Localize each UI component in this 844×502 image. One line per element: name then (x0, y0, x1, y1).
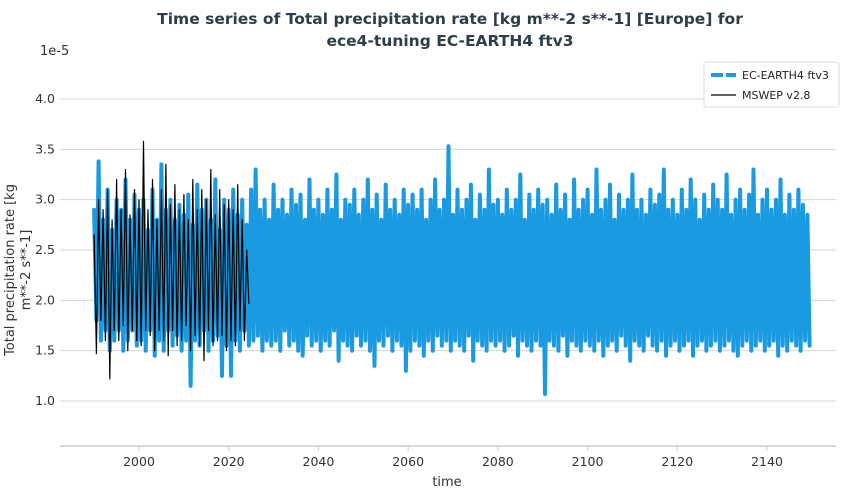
y-tick-labels: 1.0 1.5 2.0 2.5 3.0 3.5 4.0 (35, 91, 55, 408)
y-tick-label: 4.0 (35, 91, 55, 106)
y-scale-label: 1e-5 (40, 44, 69, 59)
y-axis-label-line1: Total precipitation rate [kg (3, 184, 18, 357)
series-line-mswep-v2-8 (93, 140, 250, 380)
y-tick-label: 2.0 (35, 292, 55, 307)
y-tick-label: 1.0 (35, 393, 55, 408)
x-tick-label: 2100 (572, 454, 604, 469)
chart-title-line1: Time series of Total precipitation rate … (157, 10, 743, 28)
x-tick-label: 2000 (123, 454, 155, 469)
x-tick-label: 2020 (213, 454, 245, 469)
legend: EC-EARTH4 ftv3 MSWEP v2.8 (703, 61, 840, 108)
x-tick-label: 2080 (482, 454, 514, 469)
legend-box (703, 61, 840, 108)
x-tick-label: 2120 (661, 454, 693, 469)
series-lines (92, 140, 812, 396)
chart-title-line2: ece4-tuning EC-EARTH4 ftv3 (326, 32, 573, 50)
y-tick-label: 1.5 (35, 343, 55, 358)
legend-label-ec-earth: EC-EARTH4 ftv3 (742, 69, 829, 82)
y-tick-label: 3.0 (35, 192, 55, 207)
x-tick-label: 2040 (303, 454, 335, 469)
x-tick-label: 2060 (392, 454, 424, 469)
x-tick-label: 2140 (751, 454, 783, 469)
x-axis-label: time (432, 475, 461, 490)
series-line-ec-earth4-ftv3 (92, 144, 812, 396)
y-tick-label: 3.5 (35, 141, 55, 156)
y-tick-label: 2.5 (35, 242, 55, 257)
y-axis-label-line2: m**-2 s**-1] (19, 230, 34, 311)
legend-label-mswep: MSWEP v2.8 (742, 89, 810, 102)
x-tick-labels: 2000 2020 2040 2060 2080 2100 2120 2140 (123, 446, 783, 469)
